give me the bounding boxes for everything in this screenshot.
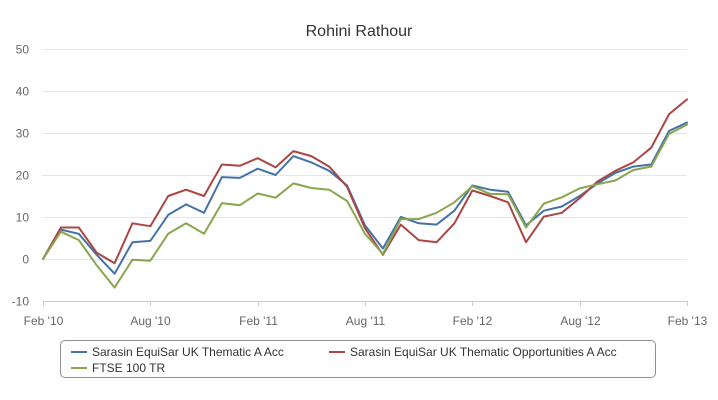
y-tick-label: -10 [12, 295, 30, 309]
legend-item-series-3[interactable]: FTSE 100 TR [71, 361, 165, 375]
grid [43, 49, 687, 302]
series-line-1[interactable] [42, 121, 688, 275]
y-tick-label: 50 [16, 43, 30, 57]
x-tick-label: Feb '11 [239, 314, 278, 328]
legend: Sarasin EquiSar UK Thematic A Acc Sarasi… [60, 340, 656, 378]
legend-item-series-1[interactable]: Sarasin EquiSar UK Thematic A Acc [71, 345, 284, 359]
y-tick-label: 40 [16, 85, 30, 99]
x-tick-label: Feb '10 [24, 314, 64, 328]
series-lines [42, 98, 688, 289]
legend-swatch-series-3 [71, 367, 87, 369]
legend-swatch-series-2 [329, 351, 345, 353]
chart-title: Rohini Rathour [306, 23, 413, 40]
x-tick-label: Aug '10 [130, 314, 171, 328]
x-tick-label: Aug '11 [346, 314, 386, 328]
x-tick-label: Feb '13 [668, 314, 708, 328]
x-tick-label: Aug '12 [560, 314, 601, 328]
legend-label-series-3: FTSE 100 TR [92, 361, 166, 375]
y-axis-ticks: 50 40 30 20 10 0 -10 [12, 43, 30, 309]
x-tick-label: Feb '12 [453, 314, 493, 328]
y-tick-label: 10 [16, 211, 30, 225]
legend-label-series-1: Sarasin EquiSar UK Thematic A Acc [92, 345, 284, 359]
series-line-3[interactable] [42, 123, 688, 289]
y-tick-label: 20 [16, 169, 30, 183]
legend-item-series-2[interactable]: Sarasin EquiSar UK Thematic Opportunitie… [329, 345, 617, 359]
legend-swatch-series-1 [71, 351, 87, 353]
y-tick-label: 30 [16, 127, 30, 141]
y-tick-label: 0 [22, 253, 29, 267]
series-line-2[interactable] [42, 98, 688, 265]
legend-label-series-2: Sarasin EquiSar UK Thematic Opportunitie… [350, 345, 617, 359]
x-axis: Feb '10 Aug '10 Feb '11 Aug '11 Feb '12 Aug '… [24, 301, 708, 328]
